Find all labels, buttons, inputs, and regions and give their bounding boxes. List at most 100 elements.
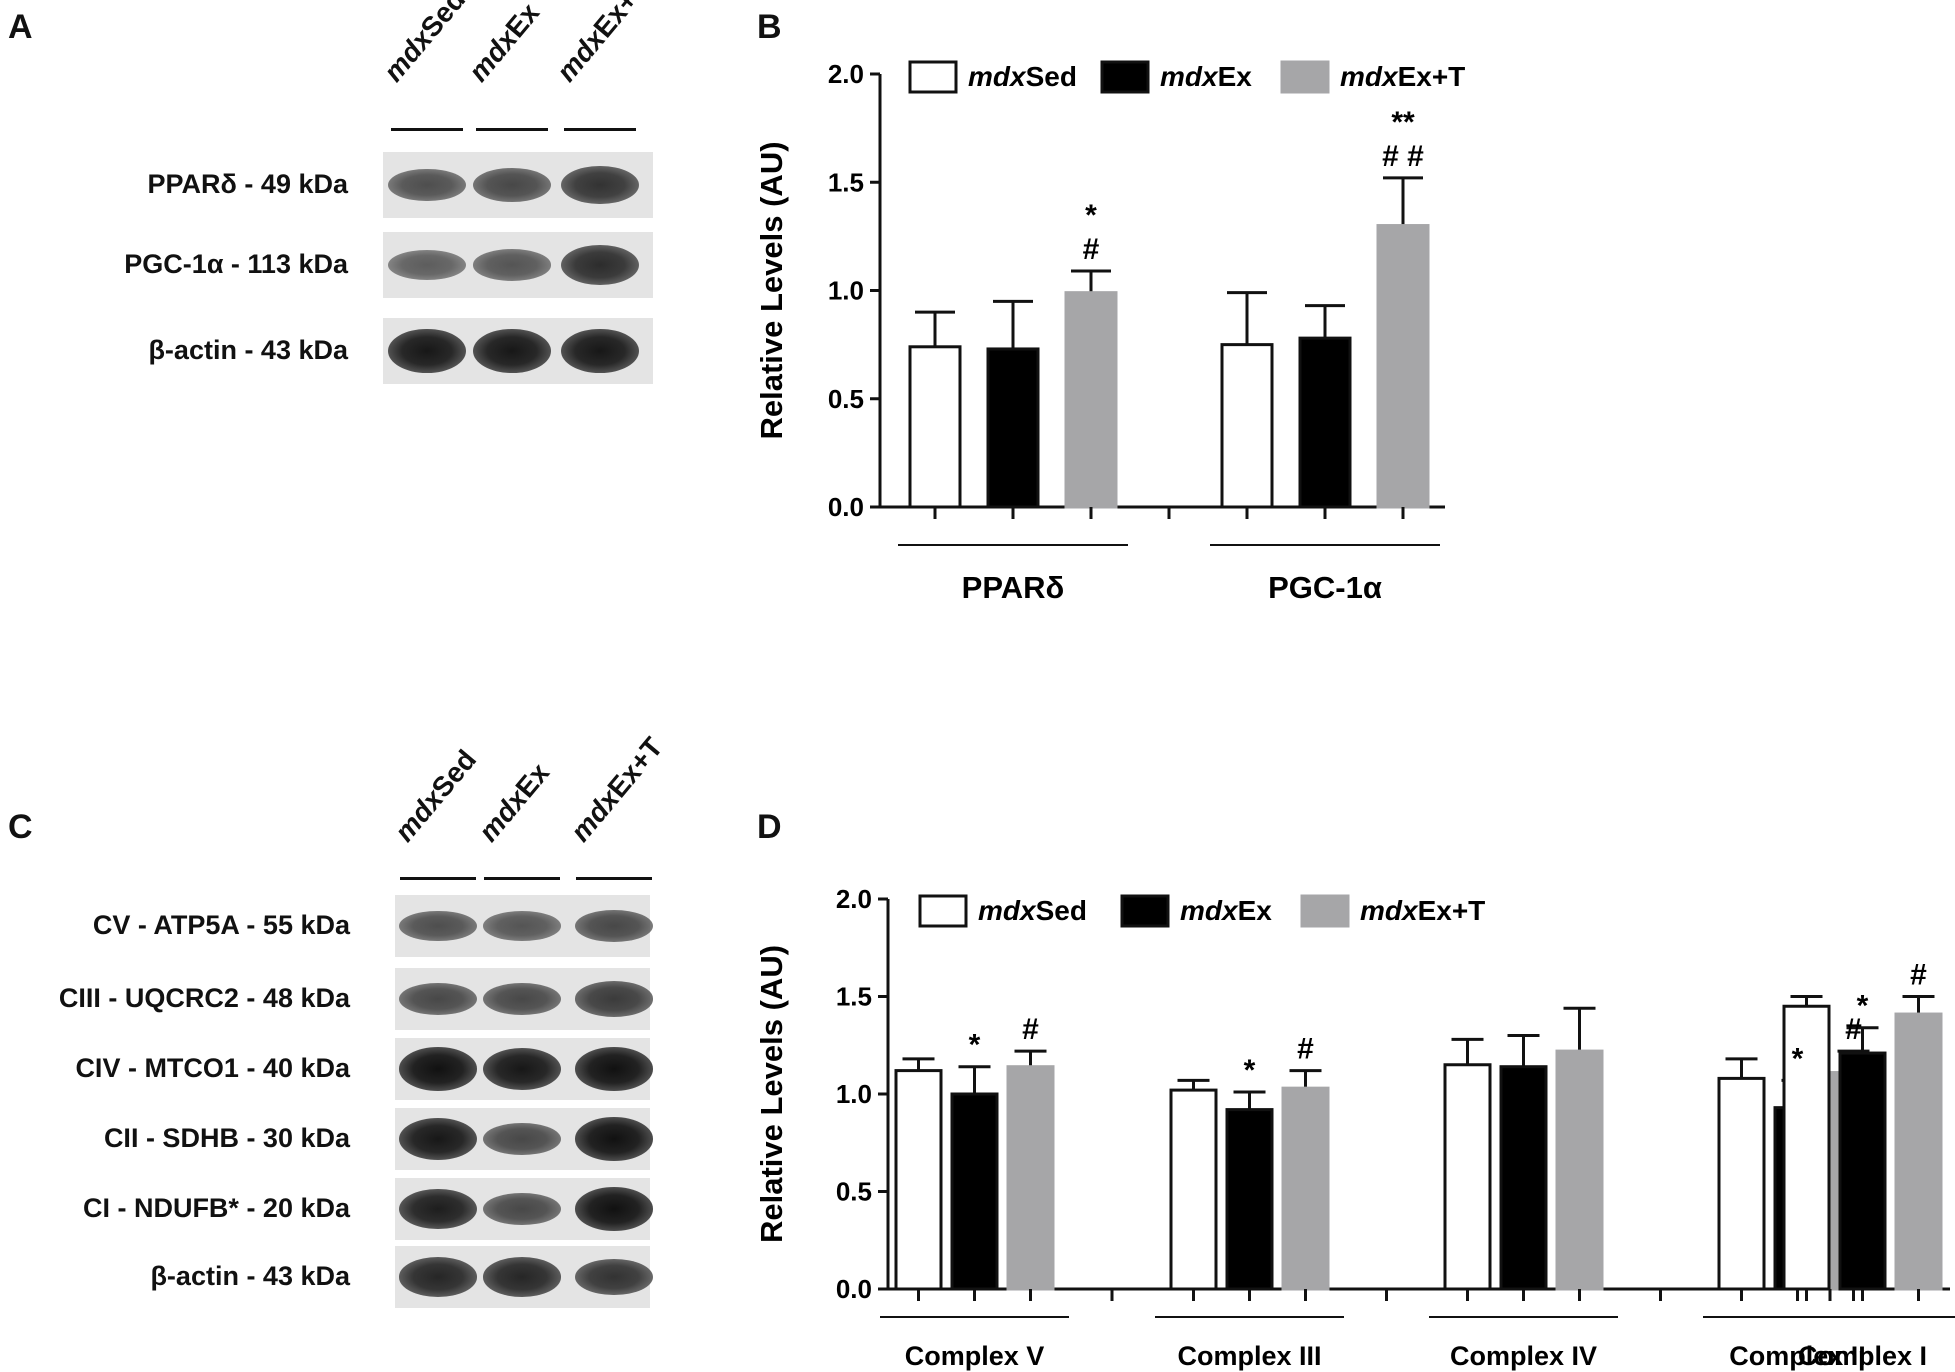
bar [1281,1086,1330,1291]
protein-band [561,328,639,374]
protein-band [575,981,653,1017]
protein-band [399,1257,477,1297]
bar [1894,1012,1943,1291]
legend-label-rest: Sed [1036,895,1087,926]
legend-label-rest: Ex [1218,61,1253,92]
x-category-label: PPARδ [962,570,1065,605]
significance-marker: # [1022,1013,1039,1046]
protein-band [483,1122,561,1156]
x-category-label: Complex II [1729,1341,1866,1371]
bar [908,345,962,509]
bar [1064,291,1118,509]
legend-label: mdxSed [978,895,1087,926]
protein-band [575,909,653,943]
y-axis-label: Relative Levels (AU) [754,945,789,1243]
protein-band [473,328,551,374]
protein-band [575,1258,653,1296]
legend-swatch [908,60,958,94]
protein-band [561,244,639,286]
legend-swatch [918,894,968,928]
protein-band [399,1047,477,1091]
legend-label-italic: mdx [968,61,1027,92]
significance-marker: # [1910,959,1927,992]
legend-label: mdxEx+T [1340,61,1465,92]
blot-row-label: CII - SDHB - 30 kDa [103,1123,350,1153]
y-tick-label: 1.0 [836,1079,872,1109]
blot-row-label: CIV - MTCO1 - 40 kDa [75,1053,350,1083]
legend-label-italic: mdx [1180,895,1239,926]
protein-band [473,249,551,281]
x-category-label: PGC-1α [1268,570,1382,605]
significance-marker: * [1085,199,1097,232]
lane-underline [564,128,636,131]
bar [1376,224,1430,509]
y-tick-label: 0.5 [836,1177,872,1207]
blot-row-label: β-actin - 43 kDa [150,1261,350,1291]
y-tick-label: 0.5 [828,384,864,414]
bar [1838,1051,1887,1291]
protein-band [483,1192,561,1226]
protein-band [483,911,561,941]
protein-band [575,1047,653,1091]
protein-band [388,168,466,202]
legend-label: mdxEx [1160,61,1252,92]
legend-label: mdxEx+T [1360,895,1485,926]
lane-underline [484,877,560,880]
significance-marker: ** [1391,106,1415,139]
y-tick-label: 0.0 [836,1274,872,1304]
significance-marker: * [1792,1042,1804,1075]
significance-marker: # [1297,1033,1314,1066]
significance-marker: * [1244,1054,1256,1087]
lane-underline [391,128,463,131]
y-axis-label: Relative Levels (AU) [754,141,789,439]
protein-band [575,1117,653,1161]
protein-band [561,165,639,205]
legend-label: mdxSed [968,61,1077,92]
y-tick-label: 1.5 [828,167,864,197]
bar [1717,1076,1766,1291]
legend-swatch [1100,60,1150,94]
bar [1225,1108,1274,1291]
panel-c-letter: C [8,808,33,846]
legend-label-rest: Ex+T [1398,61,1466,92]
bar [1006,1065,1055,1291]
legend-label-italic: mdx [1360,895,1419,926]
protein-band [575,1187,653,1231]
bar [1443,1063,1492,1291]
x-category-label: Complex III [1177,1341,1321,1371]
y-tick-label: 1.0 [828,276,864,306]
legend-label-rest: Ex+T [1418,895,1486,926]
x-category-label: Complex V [905,1341,1045,1371]
bar [1298,336,1352,509]
lane-underline [400,877,476,880]
y-tick-label: 2.0 [836,884,872,914]
bar [894,1069,943,1291]
y-tick-label: 0.0 [828,492,864,522]
blot-row-label: CIII - UQCRC2 - 48 kDa [58,983,350,1013]
y-tick-label: 1.5 [836,982,872,1012]
protein-band [399,1117,477,1160]
blot-row-label: CI - NDUFB* - 20 kDa [82,1193,350,1223]
chart-b-ppar-pgc: 0.0 0.5 1.0 1.5 2.0 Relative Levels (AU) PPARδ… [754,59,1465,605]
x-category-label: Complex I [1798,1341,1927,1371]
lane-underline [476,128,548,131]
legend-label-italic: mdx [1340,61,1399,92]
protein-band [473,167,551,203]
significance-marker: * [969,1029,981,1062]
protein-band [483,982,561,1016]
significance-marker: # [1083,233,1100,266]
panel-a-letter: A [8,8,33,46]
x-category-label: Complex IV [1450,1341,1597,1371]
legend-swatch [1120,894,1170,928]
y-tick-label: 2.0 [828,59,864,89]
protein-band [483,1047,561,1090]
legend-label-italic: mdx [1160,61,1219,92]
panel-b-letter: B [757,8,782,46]
significance-marker: # # [1382,140,1424,173]
bar [1782,1004,1831,1291]
protein-band [388,328,466,374]
blot-row-label: PPARδ - 49 kDa [147,169,348,199]
protein-band [399,910,477,942]
blot-row-label: β-actin - 43 kDa [148,335,348,365]
